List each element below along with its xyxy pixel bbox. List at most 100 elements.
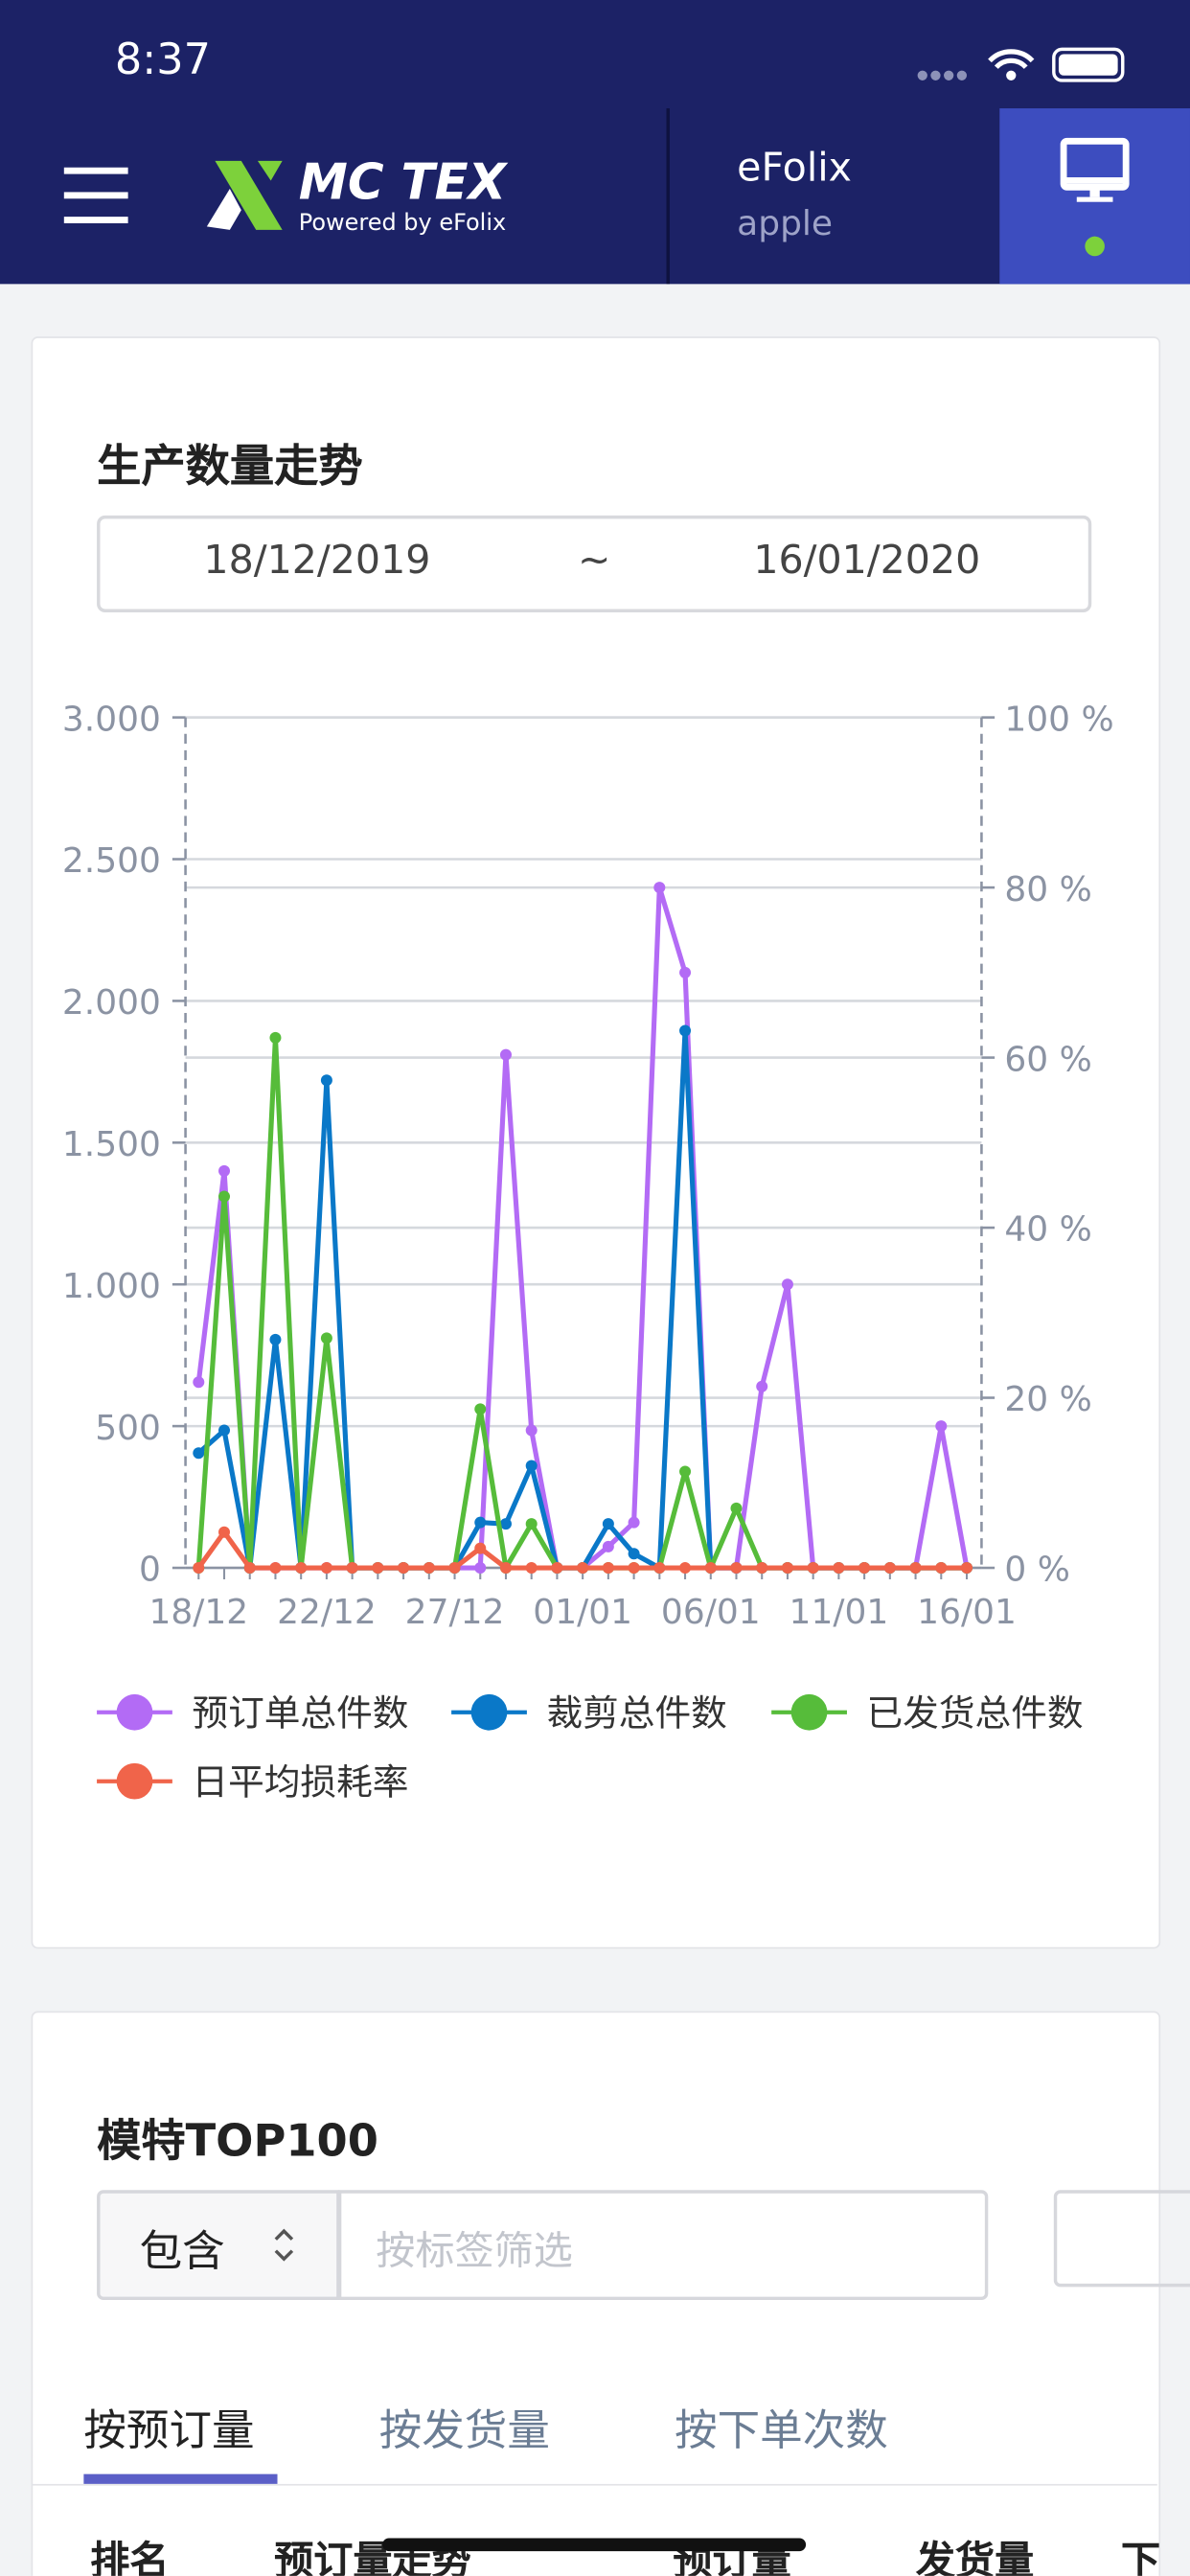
card-title: 生产数量走势 — [97, 441, 363, 493]
y-tick-label: 0 — [139, 1551, 161, 1590]
legend-label: 预订单总件数 — [192, 1691, 408, 1734]
point — [781, 1562, 793, 1575]
point — [193, 1447, 205, 1460]
point — [218, 1164, 231, 1177]
point — [448, 1562, 461, 1575]
point — [525, 1424, 538, 1437]
menu-button[interactable] — [63, 167, 128, 223]
y2-tick-label: 60 % — [1004, 1040, 1091, 1079]
column-header: 预订量走势 — [274, 2538, 471, 2576]
point — [320, 1332, 332, 1345]
point — [320, 1074, 332, 1087]
point — [602, 1562, 614, 1575]
point — [756, 1562, 768, 1575]
logo: MC TEX — [299, 153, 509, 211]
divider — [31, 2483, 1157, 2486]
y2-tick-label: 80 % — [1004, 870, 1091, 909]
y-tick-label: 1.500 — [62, 1125, 161, 1164]
point — [474, 1516, 487, 1529]
column-header: 发货量 — [915, 2538, 1035, 2576]
point — [269, 1333, 282, 1346]
point — [474, 1403, 487, 1415]
point — [243, 1562, 256, 1575]
card-title: 模特TOP100 — [97, 2116, 378, 2168]
series-line — [196, 1027, 968, 1571]
point — [577, 1562, 589, 1575]
x-tick-label: 22/12 — [277, 1593, 377, 1632]
point — [935, 1420, 948, 1433]
y2-tick-label: 0 % — [1004, 1551, 1069, 1590]
point — [602, 1540, 614, 1552]
x-tick-label: 11/01 — [790, 1593, 889, 1632]
point — [679, 1465, 692, 1478]
filter-box[interactable] — [1053, 2190, 1190, 2288]
point — [730, 1562, 743, 1575]
legend-marker — [470, 1693, 508, 1731]
point — [858, 1562, 871, 1575]
x-tick-label: 18/12 — [149, 1593, 248, 1632]
select[interactable] — [97, 2190, 340, 2301]
x-tick-label: 01/01 — [533, 1593, 632, 1632]
point — [551, 1562, 563, 1575]
time: 8:37 — [114, 35, 211, 86]
y-tick-label: 500 — [95, 1409, 161, 1448]
point — [474, 1542, 487, 1554]
select-value: 包含 — [139, 2227, 225, 2278]
chart: 0 500 1.000 1.500 2.000 2.500 3.000 0 % 20 % 40 %… — [62, 700, 1114, 1803]
point — [269, 1031, 282, 1044]
point — [218, 1526, 231, 1538]
point — [833, 1562, 845, 1575]
point — [730, 1502, 743, 1514]
point — [525, 1562, 538, 1575]
point — [679, 1562, 692, 1575]
point — [269, 1562, 282, 1575]
device-button[interactable] — [999, 108, 1190, 285]
point — [320, 1562, 332, 1575]
point — [346, 1562, 358, 1575]
y-tick-label: 1.000 — [62, 1267, 161, 1306]
tag-filter[interactable] — [337, 2190, 989, 2301]
point — [499, 1048, 512, 1061]
point — [499, 1518, 512, 1530]
y2-tick-label: 40 % — [1004, 1210, 1091, 1250]
point — [961, 1562, 973, 1575]
point — [679, 1024, 692, 1037]
y2-tick-label: 100 % — [1004, 700, 1113, 739]
date-range[interactable] — [97, 515, 1092, 612]
point — [781, 1278, 793, 1291]
header — [0, 0, 1190, 285]
point — [372, 1562, 384, 1575]
point — [628, 1562, 640, 1575]
point — [807, 1562, 819, 1575]
point — [909, 1562, 922, 1575]
tab[interactable]: 按预订量 — [83, 2406, 255, 2456]
point — [653, 1562, 666, 1575]
point — [628, 1516, 640, 1529]
x-tick-label: 16/01 — [917, 1593, 1017, 1632]
user: apple — [737, 203, 834, 243]
legend-marker — [116, 1762, 153, 1800]
legend-label: 已发货总件数 — [867, 1691, 1084, 1734]
point — [525, 1460, 538, 1472]
x-tick-label: 06/01 — [661, 1593, 761, 1632]
point — [653, 882, 666, 894]
point — [218, 1424, 231, 1437]
tab[interactable]: 按下单次数 — [675, 2406, 888, 2456]
point — [474, 1562, 487, 1575]
legend-marker — [790, 1693, 828, 1731]
point — [193, 1562, 205, 1575]
placeholder: 按标签筛选 — [376, 2227, 573, 2274]
date-from: 18/12/2019 — [203, 537, 431, 584]
y-tick-label: 2.000 — [62, 983, 161, 1023]
select-arrow — [274, 2228, 294, 2262]
column-header: 预订量 — [673, 2538, 791, 2576]
y-tick-label: 3.000 — [62, 700, 161, 739]
point — [218, 1190, 231, 1203]
legend-label: 裁剪总件数 — [546, 1691, 726, 1734]
column-header: 下 — [1121, 2538, 1161, 2576]
x-tick-label: 27/12 — [405, 1593, 505, 1632]
point — [602, 1518, 614, 1530]
tab[interactable]: 按发货量 — [378, 2406, 550, 2456]
